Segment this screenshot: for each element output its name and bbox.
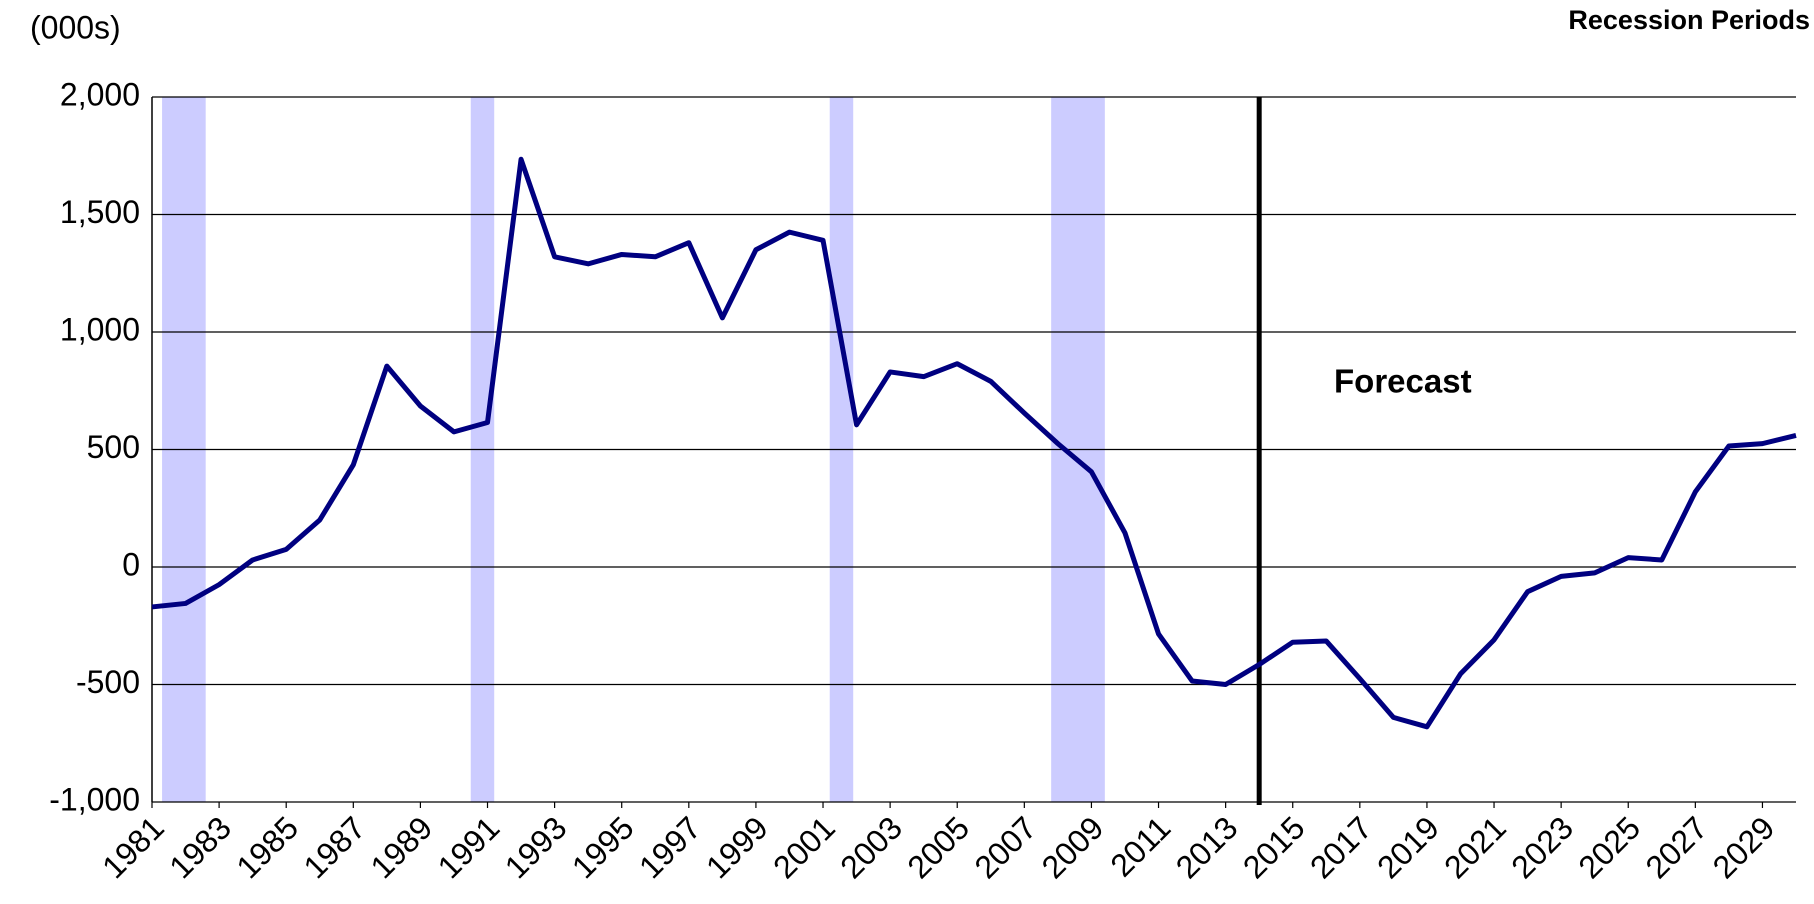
x-tick-label: 1991	[431, 809, 507, 885]
x-tick-label: 1993	[498, 809, 574, 885]
x-tick-label: 1987	[296, 809, 372, 885]
y-tick-label: -1,000	[49, 781, 140, 817]
y-tick-label: 0	[122, 546, 140, 582]
y-tick-label: 1,500	[60, 194, 140, 230]
data-line	[151, 156, 1797, 730]
x-tick-label: 1983	[162, 809, 238, 885]
x-tick-label: 2009	[1035, 809, 1111, 885]
x-tick-label: 2003	[833, 809, 909, 885]
y-tick-label: 1,000	[60, 311, 140, 347]
x-tick-label: 2029	[1706, 809, 1782, 885]
x-tick-label: 2007	[967, 809, 1043, 885]
x-tick-label: 2021	[1437, 809, 1513, 885]
x-tick-label: 2017	[1303, 809, 1379, 885]
x-tick-label: 1999	[699, 809, 775, 885]
x-tick-label: 2005	[900, 809, 976, 885]
y-axis-label: (000s)	[30, 9, 121, 45]
x-tick-label: 1981	[95, 809, 171, 885]
x-tick-label: 2023	[1504, 809, 1580, 885]
x-tick-label: 2001	[766, 809, 842, 885]
x-tick-label: 1997	[632, 809, 708, 885]
x-tick-label: 1989	[364, 809, 440, 885]
x-tick-label: 1995	[565, 809, 641, 885]
y-tick-label: 500	[87, 429, 140, 465]
y-tick-label: -500	[76, 664, 140, 700]
legend-label: Recession Periods	[1568, 5, 1810, 35]
x-tick-label: 2019	[1370, 809, 1446, 885]
x-tick-label: 2011	[1103, 809, 1177, 883]
x-tick-label: 2025	[1571, 809, 1647, 885]
y-tick-label: 2,000	[60, 76, 140, 112]
x-tick-label: 2027	[1638, 809, 1714, 885]
x-tick-label: 2015	[1236, 809, 1312, 885]
x-tick-label: 2013	[1169, 809, 1245, 885]
annotation: Forecast	[1334, 363, 1472, 400]
x-tick-label: 1985	[229, 809, 305, 885]
